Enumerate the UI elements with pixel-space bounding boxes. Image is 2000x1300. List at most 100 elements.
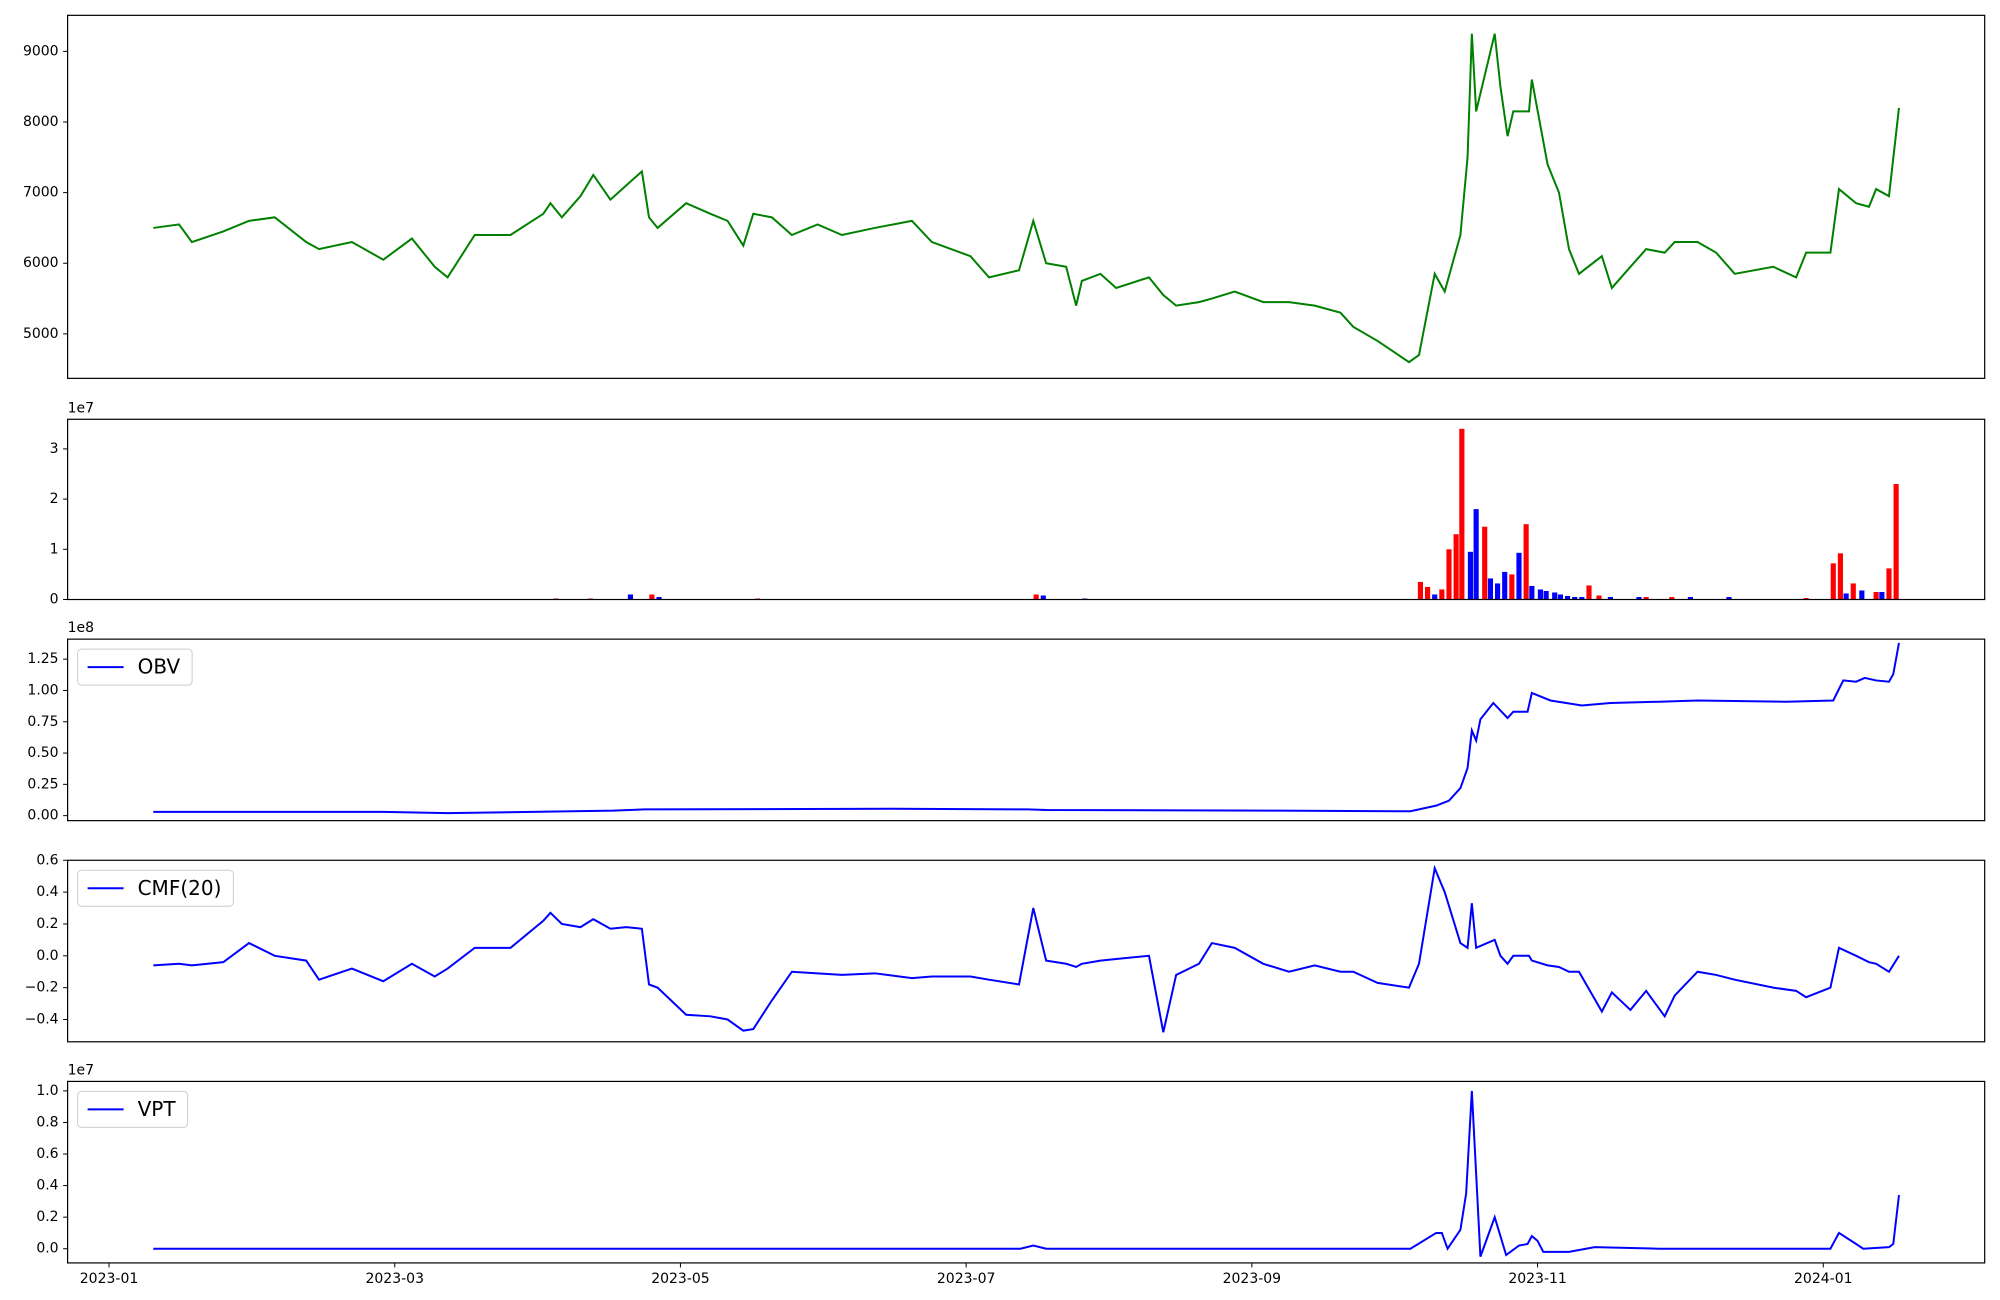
x-tick-label: 2023-01 (80, 1271, 139, 1287)
y-tick-label: 1.0 (36, 1083, 58, 1099)
volume-bar (1643, 596, 1649, 600)
legend-box (77, 648, 193, 686)
volume-bar (1543, 590, 1549, 600)
volume-bar (1596, 595, 1602, 600)
volume-bar (1487, 578, 1493, 600)
line (153, 1090, 1900, 1257)
volume-bar (1726, 596, 1732, 600)
volume-bar (1879, 591, 1885, 600)
volume-bar (1033, 594, 1039, 600)
y-tick-label: −0.2 (25, 980, 59, 996)
volume-bar (1494, 583, 1501, 600)
axis-offset-text: 1e7 (68, 1062, 94, 1078)
volume-bar (1509, 574, 1515, 600)
volume-bar (1564, 595, 1571, 600)
y-tick-label: 0.25 (27, 776, 58, 792)
x-tick-label: 2023-05 (651, 1271, 710, 1287)
axis-offset-text: 1e7 (68, 400, 94, 416)
volume-bar (1446, 549, 1452, 600)
volume-bar (1843, 593, 1849, 600)
y-tick-label: 0.6 (36, 852, 58, 868)
y-tick-label: 0.50 (27, 745, 58, 761)
legend-label: OBV (138, 655, 181, 679)
x-tick-label: 2023-11 (1508, 1271, 1567, 1287)
volume-bar (1523, 524, 1529, 600)
axes-frame (67, 418, 1986, 601)
volume-bar (1439, 589, 1445, 600)
volume-bar (1459, 428, 1465, 600)
y-tick-label: 9000 (23, 43, 59, 59)
y-tick-label: 0.75 (27, 714, 58, 730)
volume-bar (627, 594, 634, 600)
y-tick-label: 0.0 (36, 948, 58, 964)
volume-bar (1803, 598, 1809, 600)
volume-bar (1516, 552, 1522, 600)
y-tick-label: 1.25 (27, 651, 58, 667)
y-tick-label: 8000 (23, 114, 59, 130)
y-tick-label: 5000 (23, 326, 59, 342)
line (153, 864, 1900, 1033)
volume-bar (1607, 596, 1613, 600)
y-tick-label: 0.00 (27, 808, 58, 824)
y-tick-label: 0.2 (36, 916, 58, 932)
x-tick-label: 2023-03 (365, 1271, 424, 1287)
volume-bar (1586, 585, 1592, 600)
volume-bar (1873, 591, 1879, 600)
volume-bar (1859, 590, 1865, 600)
y-tick-label: 0 (50, 592, 59, 608)
y-tick-label: 0.6 (36, 1146, 58, 1162)
y-tick-label: 1.00 (27, 682, 58, 698)
axes-frame (67, 1080, 1986, 1264)
y-tick-label: 0.4 (36, 884, 58, 900)
legend-box (77, 1090, 189, 1128)
volume-bar (1467, 551, 1473, 600)
volume-bar (649, 594, 655, 600)
y-tick-label: 0.4 (36, 1178, 58, 1194)
volume-bar (1687, 596, 1693, 600)
volume-bar (656, 596, 662, 600)
volume-bar (1579, 596, 1585, 600)
y-tick-label: 2 (50, 491, 59, 507)
y-tick-label: 1 (50, 541, 59, 557)
y-tick-label: 0.2 (36, 1209, 58, 1225)
volume-bar (1830, 563, 1836, 600)
y-tick-label: 3 (50, 441, 59, 457)
volume-bar (1502, 571, 1508, 600)
volume-bar (1837, 553, 1843, 600)
y-tick-label: 6000 (23, 255, 59, 271)
x-tick-label: 2023-09 (1223, 1271, 1282, 1287)
legend-label: VPT (138, 1097, 177, 1121)
x-tick-label: 2023-07 (937, 1271, 996, 1287)
volume-bar (1537, 589, 1543, 600)
y-tick-label: 7000 (23, 185, 59, 201)
volume-bar (1886, 568, 1892, 600)
axes-frame (67, 638, 1986, 822)
volume-bar (1529, 585, 1535, 600)
volume-bar (1417, 581, 1423, 600)
volume-bar (1572, 596, 1578, 600)
volume-bar (1557, 594, 1563, 600)
axes-frame (67, 14, 1986, 379)
x-tick-label: 2024-01 (1794, 1271, 1853, 1287)
y-tick-label: 0.0 (36, 1241, 58, 1257)
y-tick-label: 0.8 (36, 1114, 58, 1130)
axis-offset-text: 1e8 (68, 620, 94, 636)
volume-bar (1669, 596, 1675, 600)
volume-bar (1473, 509, 1479, 600)
volume-bar (1453, 534, 1459, 600)
volume-bar (1040, 595, 1046, 600)
volume-bar (1432, 594, 1438, 600)
axes-frame (67, 859, 1986, 1043)
volume-bar (1636, 596, 1642, 600)
volume-bar (1552, 592, 1558, 600)
y-tick-label: −0.4 (25, 1011, 59, 1027)
volume-bar (1482, 526, 1488, 600)
legend-box (77, 869, 234, 907)
line (153, 33, 1900, 364)
volume-bar (1424, 586, 1431, 600)
volume-bar (1850, 583, 1856, 600)
legend-label: CMF(20) (138, 876, 222, 900)
line (153, 642, 1900, 815)
volume-bar (1893, 484, 1899, 600)
